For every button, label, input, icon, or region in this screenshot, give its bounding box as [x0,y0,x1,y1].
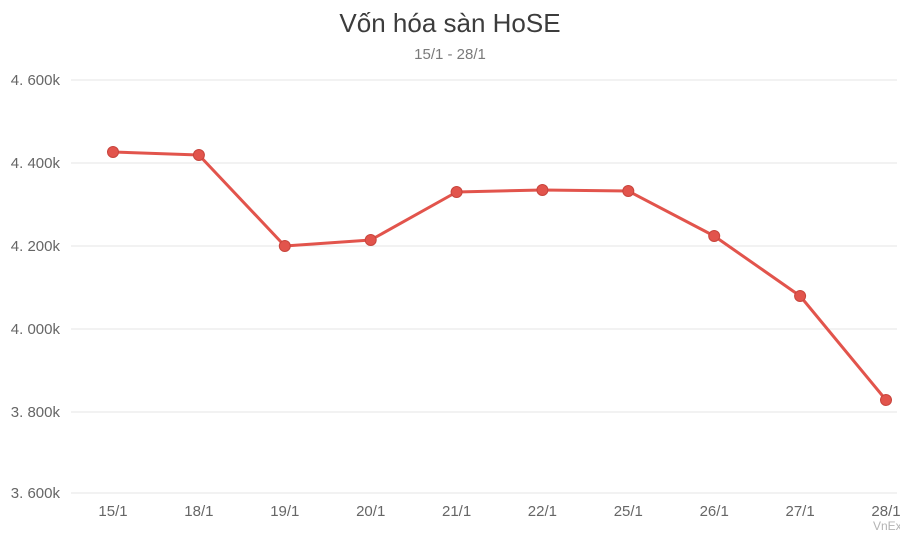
svg-text:3. 800k: 3. 800k [11,404,61,421]
svg-text:22/1: 22/1 [528,503,557,520]
svg-text:28/1: 28/1 [871,503,900,520]
svg-text:18/1: 18/1 [184,503,213,520]
svg-text:20/1: 20/1 [356,503,385,520]
svg-text:4. 200k: 4. 200k [11,238,61,255]
svg-text:4. 400k: 4. 400k [11,155,61,172]
svg-text:19/1: 19/1 [270,503,299,520]
svg-text:21/1: 21/1 [442,503,471,520]
svg-text:26/1: 26/1 [700,503,729,520]
svg-text:27/1: 27/1 [785,503,814,520]
svg-text:15/1: 15/1 [98,503,127,520]
svg-text:25/1: 25/1 [614,503,643,520]
svg-text:4. 000k: 4. 000k [11,321,61,338]
svg-text:3. 600k: 3. 600k [11,485,61,502]
svg-text:4. 600k: 4. 600k [11,72,61,89]
